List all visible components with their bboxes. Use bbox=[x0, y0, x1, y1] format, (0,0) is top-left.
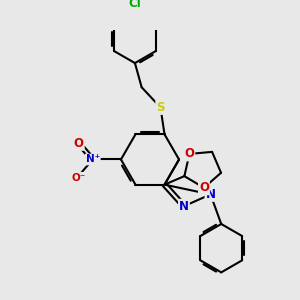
Text: S: S bbox=[156, 101, 165, 114]
Text: O: O bbox=[184, 147, 194, 161]
Text: N: N bbox=[179, 200, 189, 213]
Text: O: O bbox=[199, 181, 209, 194]
Text: O: O bbox=[74, 137, 84, 150]
Text: O⁻: O⁻ bbox=[72, 173, 86, 183]
Text: N⁺: N⁺ bbox=[85, 154, 100, 164]
Text: N: N bbox=[206, 188, 215, 201]
Text: Cl: Cl bbox=[129, 0, 141, 10]
